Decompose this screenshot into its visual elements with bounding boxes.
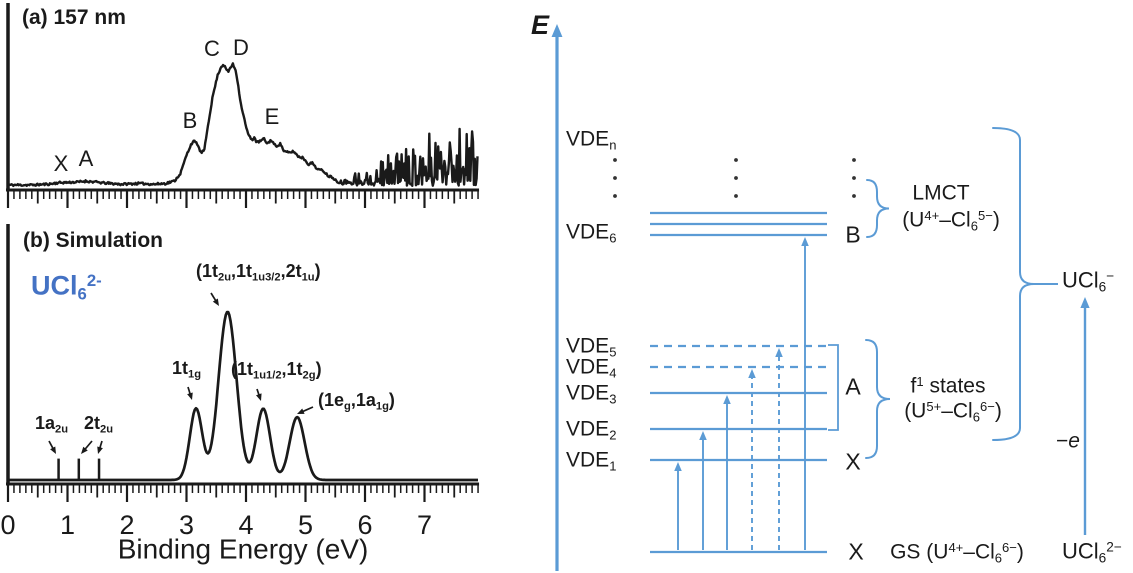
assignment-2t2u-arrow-head bbox=[97, 446, 103, 454]
electron-detach-label: −e bbox=[1056, 429, 1080, 453]
transition-to-vde6-head bbox=[801, 237, 809, 246]
assignment-a2u: 1a2u bbox=[35, 413, 69, 436]
transition-to-vde3-head bbox=[723, 395, 731, 404]
transition-to-vde2-head bbox=[699, 431, 707, 440]
x-tick-label-3: 3 bbox=[178, 510, 195, 541]
spectra-canvas bbox=[6, 3, 480, 502]
ellipsis-dots-col3 bbox=[852, 176, 856, 180]
vde-n-label: VDEn bbox=[566, 127, 617, 153]
ellipsis-dots-col2 bbox=[734, 176, 738, 180]
assignment-t1u12-t2g-arrow-head bbox=[255, 393, 262, 401]
f1-states-brace bbox=[865, 339, 891, 459]
electron-detachment-arrow-head bbox=[1080, 297, 1090, 308]
x-tick-label-7: 7 bbox=[416, 510, 433, 541]
vde-6-label: VDE6 bbox=[566, 220, 617, 246]
peak-d-label: D bbox=[233, 34, 249, 60]
state-a-label: A bbox=[845, 373, 861, 400]
species-label: UCl62- bbox=[31, 270, 102, 304]
ellipsis-dots-col3 bbox=[852, 158, 856, 162]
vde-3-label: VDE3 bbox=[566, 381, 617, 407]
x-axis-title: Binding Energy (eV) bbox=[117, 533, 369, 565]
assignment-2t2u: 2t2u bbox=[84, 413, 114, 436]
transition-to-vde5-head bbox=[775, 348, 783, 357]
energy-axis-arrow-head bbox=[551, 24, 563, 37]
lmct-config-label: (U4+–Cl65−) bbox=[902, 208, 1000, 234]
ellipsis-dots-col2 bbox=[734, 194, 738, 198]
ellipsis-dots-col1 bbox=[613, 158, 617, 162]
state-x-label: X bbox=[845, 448, 861, 475]
peak-c-label: C bbox=[204, 35, 220, 61]
state-a-bracket bbox=[828, 344, 839, 431]
ucl6-anion-label: UCl6− bbox=[1062, 267, 1115, 295]
lmct-label: LMCT bbox=[912, 181, 970, 205]
assignment-t1u12-t2g: (1t1u1/2,1t2g) bbox=[231, 359, 322, 382]
vde-5-label: VDE5 bbox=[566, 334, 617, 360]
peak-e-label: E bbox=[264, 103, 280, 129]
vde-1-label: VDE1 bbox=[566, 448, 617, 474]
assignment-t1g: 1t1g bbox=[172, 358, 202, 381]
f1-config-label: (U5+–Cl66−) bbox=[904, 399, 1002, 425]
f1-states-label: f1 states bbox=[910, 374, 986, 398]
vde-2-label: VDE2 bbox=[566, 417, 617, 443]
x-tick-label-1: 1 bbox=[59, 510, 76, 541]
ellipsis-dots-col1 bbox=[613, 176, 617, 180]
ucl6-anion-brace bbox=[992, 127, 1035, 441]
x-tick-label-0: 0 bbox=[0, 510, 16, 541]
state-b-label: B bbox=[845, 221, 861, 248]
vde-4-label: VDE4 bbox=[566, 355, 617, 381]
spectrum-a-curve bbox=[7, 62, 479, 188]
ucl6-dianion-label: UCl62− bbox=[1062, 538, 1122, 566]
assignment-t1g-arrow-head bbox=[187, 392, 193, 400]
ground-x-label: X bbox=[848, 538, 864, 565]
panel-a-title: (a) 157 nm bbox=[22, 6, 126, 29]
lmct-brace bbox=[866, 179, 890, 238]
assignment-2t2u-arrow-head bbox=[81, 446, 88, 454]
peak-a-label: A bbox=[78, 145, 94, 171]
panel-b-title: (b) Simulation bbox=[23, 229, 163, 252]
ground-state-label: GS (U4+–Cl66−) bbox=[890, 540, 1024, 566]
x-tick-label-2: 2 bbox=[119, 510, 135, 541]
peak-x-label: X bbox=[53, 150, 69, 176]
assignment-a2u-arrow-head bbox=[50, 446, 56, 454]
assignment-eg-a1g-arrow-head bbox=[297, 408, 305, 414]
assignment-t2u-t1u32-arrow-head bbox=[212, 298, 219, 306]
transition-to-vde1-head bbox=[674, 462, 682, 471]
peak-b-label: B bbox=[182, 107, 198, 133]
x-tick-label-5: 5 bbox=[297, 510, 314, 541]
ellipsis-dots-col2 bbox=[734, 158, 738, 162]
ellipsis-dots-col3 bbox=[852, 194, 856, 198]
x-tick-label-4: 4 bbox=[238, 510, 254, 541]
spectrum-b-curve bbox=[7, 310, 479, 482]
assignment-t2u-t1u32: (1t2u,1t1u3/2,2t1u) bbox=[196, 261, 321, 284]
ellipsis-dots-col1 bbox=[613, 194, 617, 198]
transition-to-vde4-head bbox=[748, 369, 756, 378]
energy-axis-label: E bbox=[530, 10, 550, 41]
x-tick-label-6: 6 bbox=[357, 510, 373, 541]
assignment-eg-a1g: (1eg,1a1g) bbox=[318, 390, 395, 413]
